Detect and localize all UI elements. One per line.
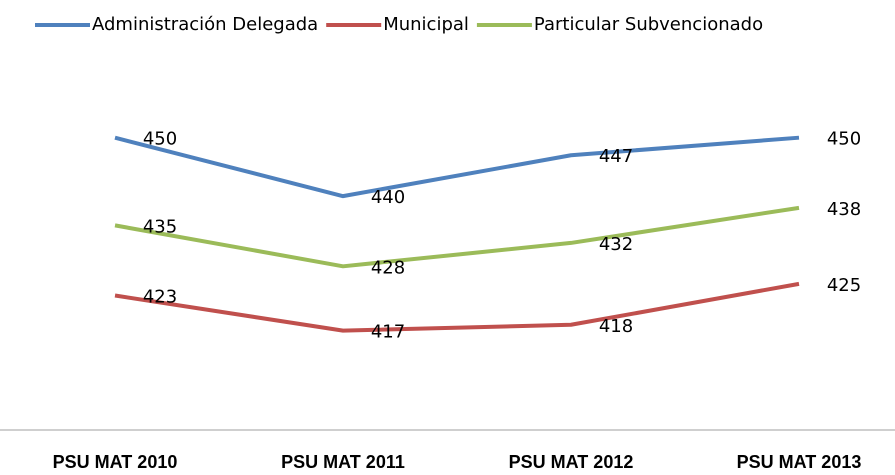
data-label: 435 <box>143 216 177 237</box>
series-line <box>114 135 800 199</box>
data-label: 450 <box>827 129 861 150</box>
data-label: 450 <box>143 129 177 150</box>
x-tick-label: PSU MAT 2012 <box>509 452 634 472</box>
x-tick-label: PSU MAT 2013 <box>737 452 862 472</box>
data-label: 432 <box>599 234 633 255</box>
data-label: 425 <box>827 275 861 296</box>
legend-label: Municipal <box>383 14 469 35</box>
x-tick-label: PSU MAT 2010 <box>53 452 178 472</box>
data-label: 418 <box>599 316 633 337</box>
data-label: 440 <box>371 187 405 208</box>
series-line <box>114 281 800 333</box>
legend-label: Particular Subvencionado <box>534 14 763 35</box>
data-label: 417 <box>371 322 405 343</box>
series-line <box>114 205 800 269</box>
data-label: 438 <box>827 199 861 220</box>
legend-label: Administración Delegada <box>92 14 318 35</box>
data-label: 447 <box>599 146 633 167</box>
x-tick-label: PSU MAT 2011 <box>281 452 405 472</box>
data-label: 423 <box>143 287 177 308</box>
data-label: 428 <box>371 257 405 278</box>
